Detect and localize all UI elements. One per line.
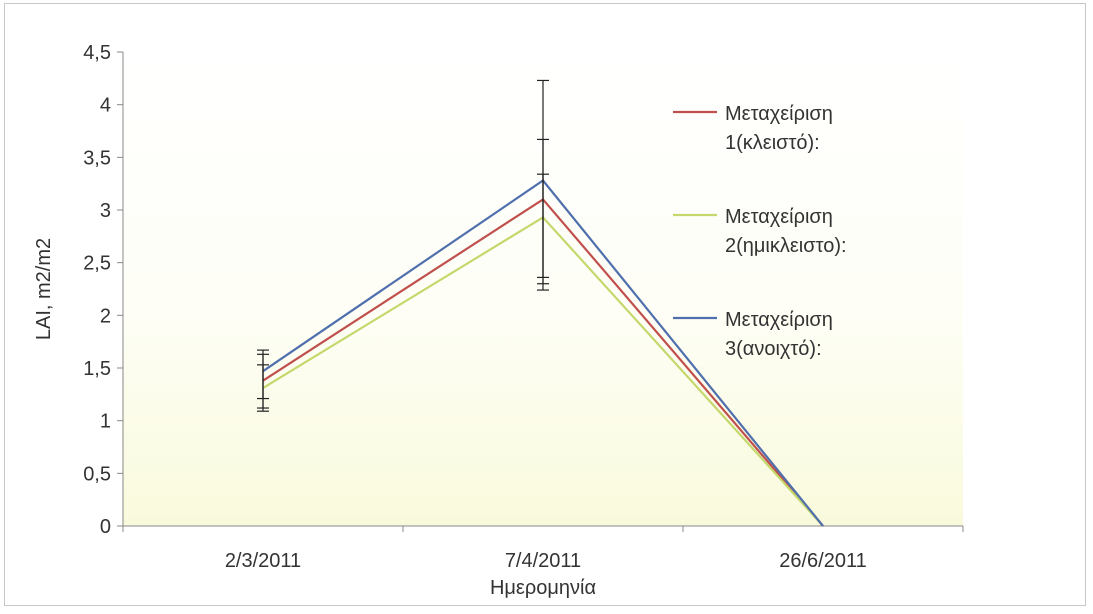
legend-label-sub: 2(ημικλειστο): (725, 235, 847, 257)
x-tick-label: 7/4/2011 (505, 550, 581, 572)
legend: Μεταχείριση 1(κλειστό): Μεταχείριση 2(ημικλ… (673, 103, 847, 360)
y-tick-label: 0 (100, 516, 111, 538)
legend-label-sub: 3(ανοιχτό): (725, 338, 822, 360)
y-tick-label: 4,5 (83, 42, 111, 64)
y-tick-label: 1 (100, 411, 111, 433)
y-axis-label: LAI, m2/m2 (33, 238, 55, 340)
x-tick-label: 2/3/2011 (225, 550, 301, 572)
y-tick-label: 1,5 (83, 358, 111, 380)
y-tick-label: 0,5 (83, 463, 111, 485)
legend-label: Μεταχείριση (725, 103, 833, 125)
y-tick-label: 2,5 (83, 253, 111, 275)
y-tick-label: 3 (100, 200, 111, 222)
y-tick-label: 4 (100, 95, 111, 117)
legend-label: Μεταχείριση (725, 309, 833, 331)
y-tick-label: 3,5 (83, 147, 111, 169)
x-axis-label: Ημερομηνία (490, 577, 596, 599)
legend-label: Μεταχείριση (725, 206, 833, 228)
y-tick-label: 2 (100, 305, 111, 327)
x-tick-label: 26/6/2011 (779, 550, 867, 572)
legend-label-sub: 1(κλειστό): (725, 132, 820, 154)
